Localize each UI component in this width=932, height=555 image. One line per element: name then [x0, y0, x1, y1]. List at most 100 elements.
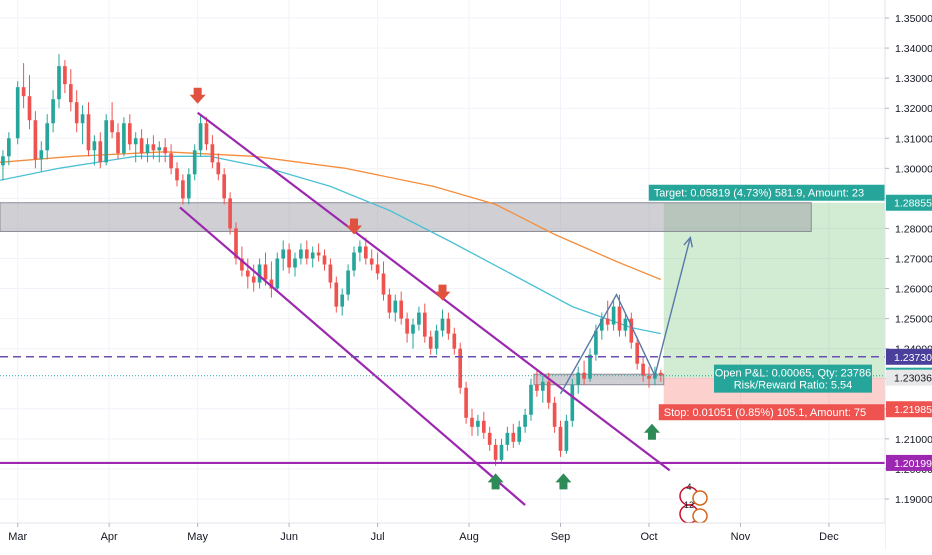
- candle-body: [552, 402, 557, 427]
- candle: [540, 375, 545, 403]
- candle: [641, 357, 645, 382]
- candle-body: [629, 318, 634, 343]
- price-tick-label: 1.35000: [895, 13, 932, 25]
- candle: [21, 63, 26, 109]
- candle: [428, 330, 433, 355]
- candle: [269, 261, 274, 298]
- candle: [27, 75, 32, 130]
- candle: [86, 102, 91, 157]
- candle: [334, 276, 339, 313]
- candle-body: [139, 138, 144, 154]
- candle-body: [240, 258, 244, 271]
- candle-body: [399, 300, 404, 319]
- price-tag: 1.20199: [886, 454, 932, 471]
- candle-body: [269, 279, 274, 289]
- candle: [493, 438, 498, 466]
- candle: [564, 414, 569, 454]
- candle-body: [464, 387, 468, 418]
- candle-body: [51, 99, 55, 124]
- candle: [39, 141, 44, 172]
- buy-arrow-icon: [487, 473, 504, 490]
- candle-body: [304, 249, 309, 259]
- candle-body: [263, 264, 268, 280]
- moving-average-long: [0, 151, 662, 281]
- candle-body: [257, 264, 262, 283]
- candle: [599, 312, 604, 340]
- buy-arrow-icon: [555, 473, 572, 490]
- candle: [287, 243, 291, 274]
- candle: [464, 381, 468, 424]
- time-tick-label: Dec: [819, 531, 839, 543]
- candle: [517, 420, 522, 445]
- candle-body: [228, 198, 232, 229]
- time-tick-label: Apr: [101, 531, 118, 543]
- target-label-text: Target: 0.05819 (4.73%) 581.9, Amount: 2…: [654, 188, 864, 200]
- candle-body: [358, 246, 362, 253]
- candle-body: [186, 174, 191, 199]
- price-tick-label: 1.33000: [895, 73, 932, 85]
- candle-body: [86, 114, 91, 151]
- candle: [422, 303, 427, 343]
- candle-body: [45, 123, 50, 151]
- candle: [133, 132, 138, 163]
- candle: [257, 258, 262, 289]
- candle-body: [198, 123, 203, 151]
- candle: [275, 252, 280, 292]
- candle: [281, 240, 286, 271]
- candle: [411, 318, 415, 349]
- candle-body: [7, 138, 11, 157]
- time-tick-label: Nov: [731, 531, 751, 543]
- price-tick-label: 1.31000: [895, 133, 932, 145]
- sell-arrow-icon: [434, 284, 451, 301]
- price-tick-label: 1.32000: [895, 103, 932, 115]
- candle: [45, 114, 50, 160]
- candle: [499, 438, 504, 463]
- time-tick-label: Mar: [8, 531, 27, 543]
- candle: [51, 90, 55, 133]
- candle-body: [535, 384, 539, 391]
- candle-body: [635, 342, 640, 364]
- candle-body: [611, 306, 616, 325]
- candle-body: [446, 318, 451, 334]
- candle-body: [328, 264, 333, 283]
- candle: [322, 249, 327, 271]
- candle: [446, 312, 451, 340]
- candle: [293, 252, 297, 277]
- candle-body: [417, 312, 421, 325]
- candle: [151, 135, 156, 160]
- candle: [481, 411, 486, 439]
- price-tag-text: 1.23036: [894, 373, 932, 385]
- time-axis-bg: [0, 523, 885, 550]
- candle-body: [157, 147, 162, 151]
- price-tag: 1.21985: [886, 401, 932, 418]
- candle-body: [281, 249, 286, 259]
- time-tick-label: Jun: [280, 531, 298, 543]
- candle: [80, 105, 85, 145]
- candle-body: [517, 426, 522, 442]
- candle: [635, 336, 640, 370]
- candle-body: [181, 180, 185, 199]
- candle-body: [204, 123, 209, 145]
- candle: [511, 423, 516, 448]
- candle-body: [564, 420, 569, 451]
- candle-body: [588, 354, 592, 379]
- resistance-zone: [0, 202, 812, 232]
- time-axis[interactable]: Mar Apr May Jun Jul Aug Sep Oct Nov Dec: [0, 522, 885, 550]
- candle: [7, 132, 11, 166]
- candle-body: [299, 249, 303, 259]
- candle: [623, 312, 628, 337]
- candle: [328, 258, 333, 289]
- candle-body: [98, 141, 103, 163]
- candle-body: [169, 153, 173, 169]
- candle-body: [422, 312, 427, 337]
- target-label: Target: 0.05819 (4.73%) 581.9, Amount: 2…: [648, 184, 885, 201]
- sell-arrow-icon: [189, 87, 206, 104]
- candle-body: [487, 432, 492, 445]
- candle-body: [175, 168, 179, 181]
- candle-body: [570, 384, 575, 421]
- price-axis[interactable]: 1.35000 1.34000 1.33000 1.32000 1.31000 1.300…: [884, 0, 932, 550]
- time-tick-label: Jul: [371, 531, 385, 543]
- event-badges: 4 12: [679, 482, 708, 524]
- candle-body: [15, 87, 20, 139]
